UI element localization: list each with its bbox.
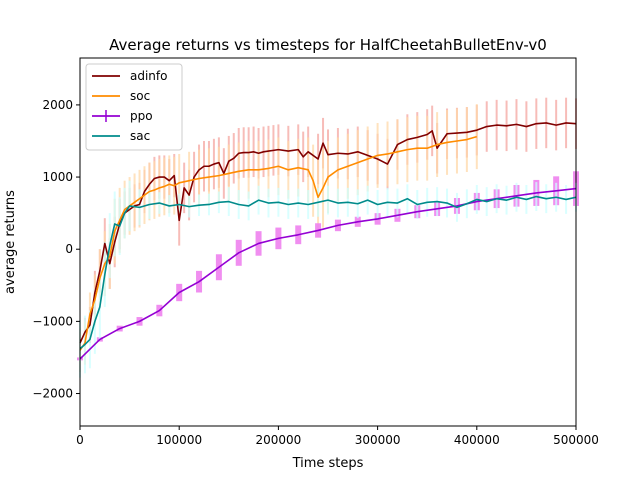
series-line-soc <box>79 135 478 351</box>
legend-item-adinfo: adinfo <box>92 69 167 83</box>
y-tick-label: 1000 <box>42 170 73 184</box>
x-tick-label: 300000 <box>355 433 401 447</box>
legend-label: adinfo <box>130 69 167 83</box>
series-lines <box>79 122 577 360</box>
legend-label: soc <box>130 89 150 103</box>
x-tick-label: 400000 <box>454 433 500 447</box>
y-axis-ticks: −2000 −1000 0 1000 2000 <box>32 98 80 401</box>
legend-item-ppo: ppo <box>92 109 153 123</box>
x-tick-label: 100000 <box>156 433 202 447</box>
y-axis-label: average returns <box>3 190 18 294</box>
legend: adinfo soc ppo sac <box>85 63 183 151</box>
y-tick-label: −2000 <box>32 387 73 401</box>
x-axis-label: Time steps <box>292 456 364 471</box>
y-tick-label: 2000 <box>42 98 73 112</box>
y-tick-label: −1000 <box>32 314 73 328</box>
x-tick-label: 200000 <box>255 433 301 447</box>
legend-item-sac: sac <box>92 129 150 143</box>
legend-box <box>85 63 183 151</box>
chart-title: Average returns vs timesteps for HalfChe… <box>109 36 547 54</box>
series-line-adinfo <box>79 122 577 344</box>
series-line-sac <box>79 195 577 350</box>
x-tick-label: 500000 <box>553 433 599 447</box>
legend-label: sac <box>130 129 150 143</box>
legend-label: ppo <box>130 109 153 123</box>
plot-area-frame <box>79 57 577 427</box>
x-axis-ticks: 0 100000 200000 300000 400000 500000 <box>76 426 599 447</box>
legend-item-soc: soc <box>92 89 150 103</box>
x-tick-label: 0 <box>76 433 84 447</box>
y-tick-label: 0 <box>65 242 73 256</box>
